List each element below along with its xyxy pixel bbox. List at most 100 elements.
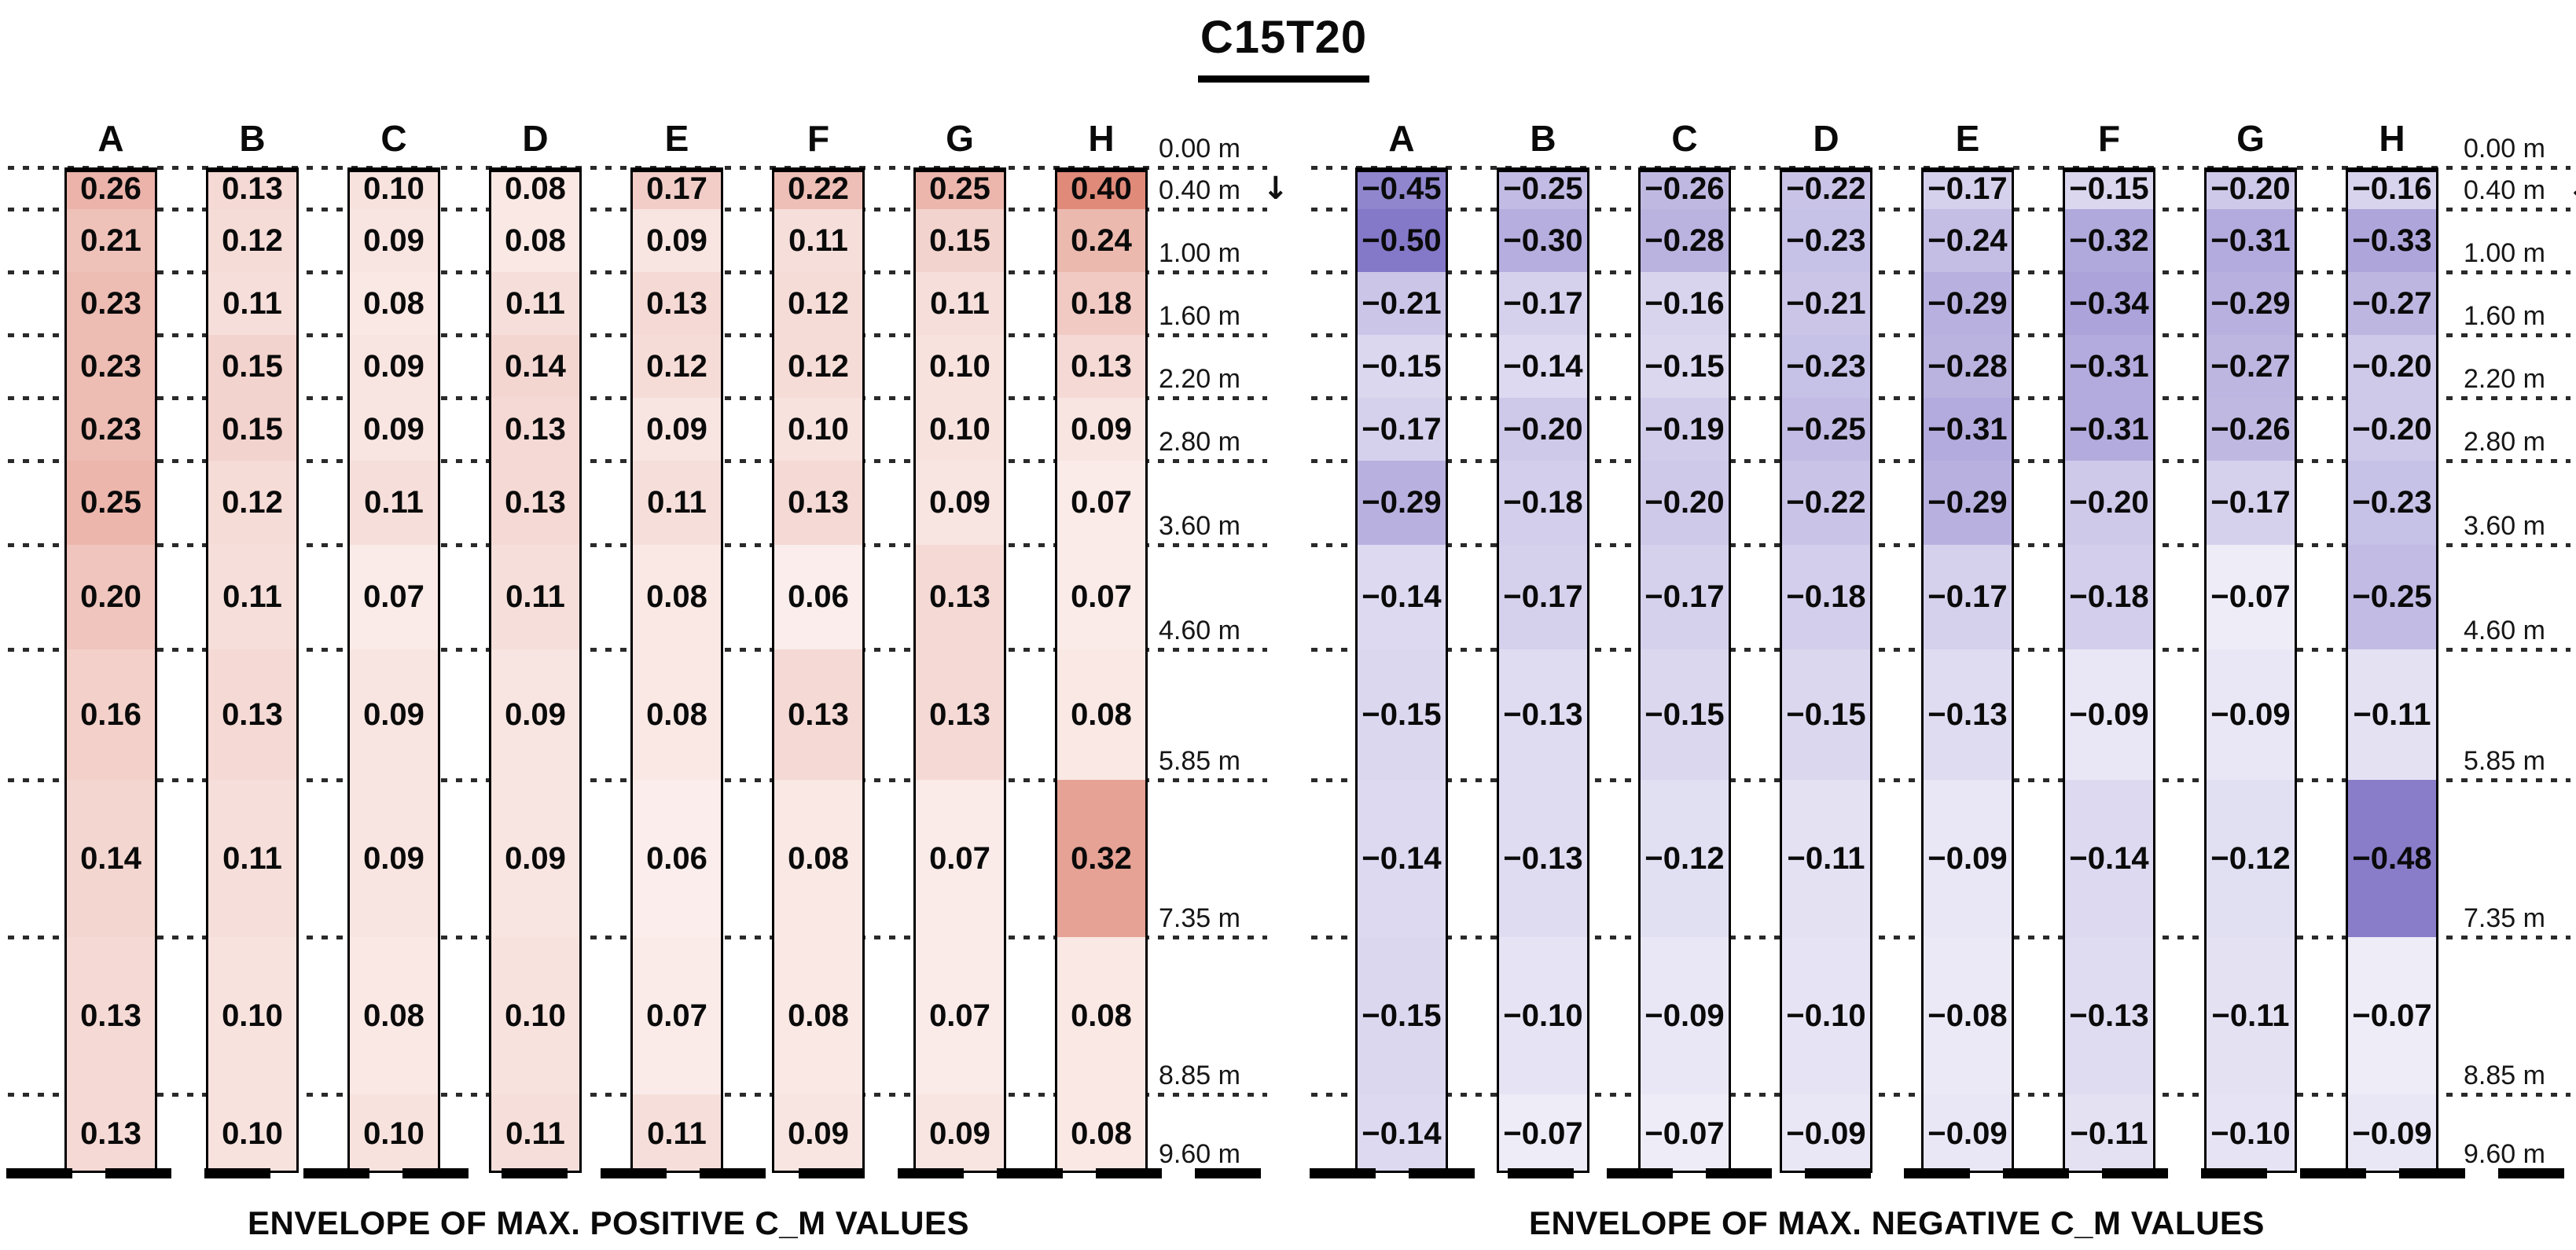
value-cell xyxy=(630,461,723,545)
value-cell xyxy=(2204,544,2297,649)
value-cell xyxy=(1497,398,1589,461)
cell-value-label: −0.23 xyxy=(2352,485,2432,520)
value-cell xyxy=(2063,398,2155,461)
column-letter: A xyxy=(1388,118,1415,159)
cell-value-label: 0.12 xyxy=(788,349,849,384)
depth-tick-label: 0.00 m xyxy=(2464,134,2545,164)
cell-value-label: 0.08 xyxy=(1071,1116,1132,1152)
value-cell xyxy=(1921,1094,2014,1173)
value-cell xyxy=(64,1094,157,1173)
cell-value-label: 0.13 xyxy=(222,697,283,733)
cell-value-label: 0.09 xyxy=(505,697,566,733)
cell-value-label: −0.07 xyxy=(2210,579,2291,615)
cell-value-label: 0.12 xyxy=(646,349,707,384)
depth-tick-label: 4.60 m xyxy=(1159,615,1240,645)
cell-value-label: −0.20 xyxy=(2352,349,2432,384)
cell-value-label: 0.15 xyxy=(222,412,283,447)
cell-value-label: −0.07 xyxy=(1503,1116,1583,1152)
value-cell xyxy=(2346,335,2438,399)
cell-value-label: −0.10 xyxy=(1503,998,1583,1034)
cell-value-label: −0.34 xyxy=(2069,286,2149,322)
cell-value-label: −0.14 xyxy=(1503,349,1583,384)
baseline-dashes xyxy=(1310,1168,2574,1178)
value-cell xyxy=(1055,335,1148,399)
value-cell xyxy=(1638,461,1731,545)
cell-value-label: 0.09 xyxy=(363,223,424,259)
value-cell xyxy=(1638,272,1731,336)
value-cell xyxy=(1921,780,2014,938)
column-letter: D xyxy=(522,118,549,159)
value-cell xyxy=(1921,398,2014,461)
cell-value-label: 0.22 xyxy=(788,171,849,206)
depth-tick-label: 9.60 m xyxy=(1159,1139,1240,1169)
value-cell xyxy=(913,649,1006,781)
value-cell xyxy=(206,272,299,336)
value-cell xyxy=(913,937,1006,1095)
value-cell xyxy=(1780,272,1872,336)
value-cell xyxy=(2346,649,2438,781)
value-cell xyxy=(206,780,299,938)
cell-value-label: 0.23 xyxy=(80,349,141,384)
cell-value-label: 0.25 xyxy=(929,171,990,206)
depth-tick-label: 8.85 m xyxy=(1159,1061,1240,1091)
cell-value-label: −0.07 xyxy=(2352,998,2432,1034)
cell-value-label: 0.06 xyxy=(646,841,707,877)
cell-value-label: −0.26 xyxy=(2210,412,2291,447)
value-cell xyxy=(1355,937,1448,1095)
cell-value-label: −0.17 xyxy=(1927,579,2008,615)
cell-value-label: 0.09 xyxy=(788,1116,849,1152)
column-letter: B xyxy=(239,118,266,159)
value-cell xyxy=(489,398,582,461)
cell-value-label: −0.09 xyxy=(1786,1116,1866,1152)
column-letter: F xyxy=(2097,118,2121,159)
value-cell xyxy=(2204,649,2297,781)
value-cell xyxy=(206,335,299,399)
value-cell xyxy=(1638,398,1731,461)
value-cell xyxy=(347,937,440,1095)
cell-value-label: 0.08 xyxy=(1071,998,1132,1034)
cell-value-label: 0.11 xyxy=(222,841,282,877)
cell-value-label: −0.14 xyxy=(2069,841,2149,877)
cell-value-label: −0.11 xyxy=(2211,998,2290,1034)
value-cell xyxy=(2063,167,2155,210)
depth-tick-label: 2.80 m xyxy=(1159,427,1240,458)
cell-value-label: 0.08 xyxy=(505,223,566,259)
cell-value-label: −0.16 xyxy=(2352,171,2432,206)
value-cell xyxy=(2063,780,2155,938)
cell-value-label: 0.08 xyxy=(646,579,707,615)
cell-value-label: 0.07 xyxy=(1071,485,1132,520)
value-cell xyxy=(1497,167,1589,210)
cell-value-label: −0.20 xyxy=(1644,485,1725,520)
value-cell xyxy=(1638,780,1731,938)
cell-value-label: 0.08 xyxy=(646,697,707,733)
value-cell xyxy=(2063,544,2155,649)
cell-value-label: −0.29 xyxy=(1927,485,2008,520)
value-cell xyxy=(1497,649,1589,781)
column-letter: G xyxy=(2236,118,2265,159)
value-cell xyxy=(1055,780,1148,938)
value-cell xyxy=(2346,272,2438,336)
value-cell xyxy=(1355,398,1448,461)
cell-value-label: −0.12 xyxy=(1644,841,1725,877)
cell-value-label: −0.09 xyxy=(1927,841,2008,877)
value-cell xyxy=(1355,167,1448,210)
value-cell xyxy=(1355,209,1448,273)
cell-value-label: −0.26 xyxy=(1644,171,1725,206)
cell-value-label: 0.08 xyxy=(363,286,424,322)
value-cell xyxy=(1780,167,1872,210)
depth-tick-label: 4.60 m xyxy=(2464,615,2545,645)
cell-value-label: −0.17 xyxy=(1361,412,1442,447)
cell-value-label: 0.11 xyxy=(930,286,990,322)
value-cell xyxy=(1638,209,1731,273)
value-cell xyxy=(1497,335,1589,399)
cell-value-label: 0.11 xyxy=(647,485,707,520)
value-cell xyxy=(206,1094,299,1173)
value-cell xyxy=(2204,272,2297,336)
cell-value-label: 0.10 xyxy=(929,349,990,384)
cell-value-label: −0.32 xyxy=(2069,223,2149,259)
cell-value-label: −0.15 xyxy=(1361,349,1442,384)
cell-value-label: −0.15 xyxy=(1644,697,1725,733)
cell-value-label: −0.18 xyxy=(2069,579,2149,615)
down-arrow-icon: ↓ xyxy=(2567,171,2576,206)
cell-value-label: 0.07 xyxy=(929,841,990,877)
